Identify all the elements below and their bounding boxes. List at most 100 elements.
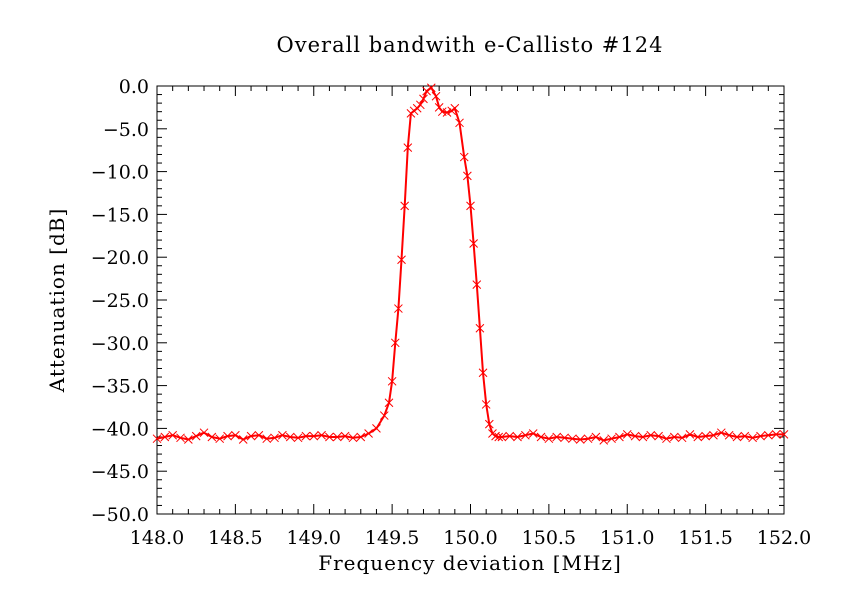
data-point-marker	[662, 434, 671, 444]
data-point-marker	[372, 424, 381, 433]
data-point-marker	[685, 430, 695, 439]
data-point-marker	[160, 432, 170, 442]
data-point-marker	[560, 433, 569, 443]
data-point-marker	[740, 431, 750, 441]
data-point-marker	[332, 432, 342, 442]
data-point-marker	[168, 430, 178, 440]
data-point-marker	[426, 83, 436, 93]
x-tick-labels: 148.0 148.5 149.0 149.5 150.0 150.5 151.0 151.5…	[130, 527, 811, 549]
data-point-marker	[400, 201, 410, 211]
data-point-marker	[415, 100, 425, 110]
data-point-marker	[317, 430, 326, 440]
data-point-marker	[450, 103, 460, 113]
data-point-marker	[693, 432, 703, 442]
data-point-marker	[285, 432, 295, 442]
series-group	[152, 83, 789, 445]
data-point-marker	[183, 435, 193, 444]
data-point-marker	[607, 434, 616, 444]
x-tick-label: 151.0	[600, 527, 654, 549]
data-point-marker	[278, 430, 287, 440]
data-point-marker	[701, 431, 710, 441]
y-tick-labels: 0.0 −5.0 −10.0 −15.0 −20.0 −25.0 −30.0 −35.0 −40…	[91, 76, 149, 526]
data-point-marker	[293, 433, 303, 443]
x-tick-label: 151.5	[678, 527, 732, 549]
data-point-marker	[254, 430, 264, 440]
data-point-marker	[472, 280, 482, 289]
data-point-marker	[478, 368, 488, 378]
x-tick-label: 149.0	[287, 527, 341, 549]
data-point-marker	[223, 431, 232, 441]
y-tick-label: −40.0	[91, 418, 149, 440]
data-point-marker	[748, 433, 758, 443]
data-point-marker	[231, 430, 240, 440]
data-point-marker	[379, 411, 389, 420]
data-point-marker	[356, 432, 366, 442]
x-tick-label: 152.0	[757, 527, 811, 549]
data-point-marker	[442, 108, 452, 117]
y-tick-label: −25.0	[91, 290, 149, 312]
ticks	[156, 85, 785, 515]
data-point-marker	[599, 436, 609, 445]
data-point-marker	[513, 432, 522, 442]
data-point-marker	[638, 432, 648, 442]
data-point-marker	[340, 431, 350, 441]
data-point-marker	[397, 255, 406, 265]
data-point-marker	[494, 432, 504, 442]
y-tick-label: −45.0	[91, 461, 149, 483]
data-point-marker	[459, 152, 469, 162]
x-axis-label: Frequency deviation [MHz]	[318, 551, 622, 575]
data-point-marker	[364, 429, 373, 438]
y-tick-label: −30.0	[91, 333, 149, 355]
data-point-marker	[199, 428, 209, 438]
data-point-marker	[434, 103, 444, 112]
y-tick-label: −35.0	[91, 376, 149, 398]
data-point-marker	[732, 432, 742, 442]
data-point-marker	[528, 429, 538, 438]
data-point-marker	[669, 432, 679, 442]
x-tick-label: 150.0	[443, 527, 497, 549]
chart-title: Overall bandwith e-Callisto #124	[277, 33, 664, 57]
data-point-marker	[646, 430, 656, 440]
data-point-marker	[348, 433, 358, 443]
data-point-marker	[677, 433, 687, 443]
x-tick-label: 149.5	[365, 527, 419, 549]
x-tick-label: 148.5	[208, 527, 262, 549]
data-point-marker	[763, 430, 773, 440]
data-point-marker	[716, 428, 726, 438]
data-point-marker	[422, 86, 431, 96]
data-point-marker	[384, 398, 394, 408]
data-point-marker	[394, 304, 403, 313]
data-point-marker	[419, 94, 428, 104]
data-point-marker	[568, 434, 577, 444]
data-point-marker	[463, 171, 472, 181]
data-point-marker	[591, 432, 601, 442]
data-point-marker	[469, 239, 478, 248]
data-point-marker	[575, 435, 585, 444]
data-point-marker	[756, 431, 765, 441]
data-point-marker	[387, 376, 397, 386]
data-point-marker	[262, 434, 272, 444]
data-point-marker	[724, 430, 734, 440]
y-tick-label: −20.0	[91, 247, 149, 269]
data-point-marker	[583, 434, 593, 444]
data-point-marker	[215, 434, 225, 444]
data-point-marker	[709, 430, 718, 440]
data-point-marker	[615, 432, 624, 442]
y-axis-label: Attenuation [dB]	[45, 208, 69, 394]
data-point-marker	[207, 432, 217, 442]
x-tick-label: 150.5	[522, 527, 576, 549]
data-point-marker	[771, 430, 781, 439]
data-point-marker	[176, 433, 185, 443]
data-point-marker	[246, 431, 256, 441]
data-point-marker	[309, 431, 319, 441]
y-tick-label: −5.0	[103, 119, 149, 141]
data-point-marker	[497, 432, 507, 442]
y-tick-label: 0.0	[119, 76, 149, 98]
data-point-marker	[654, 431, 663, 441]
y-tick-label: −50.0	[91, 504, 149, 526]
data-point-marker	[484, 419, 494, 429]
data-point-marker	[152, 434, 162, 444]
data-point-marker	[552, 432, 562, 442]
data-point-marker	[238, 435, 248, 444]
